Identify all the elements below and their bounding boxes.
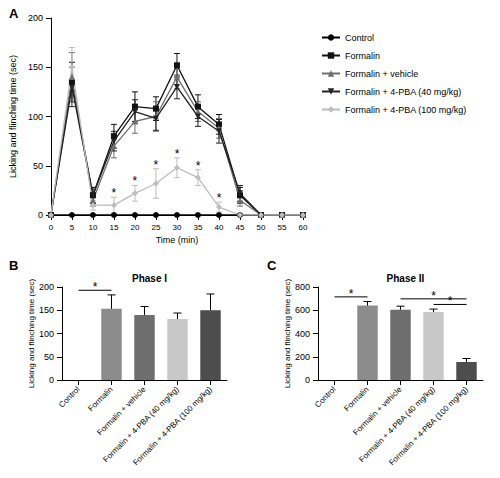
svg-text:Formalin + vehicle: Formalin + vehicle [345,69,418,79]
svg-text:Phase II: Phase II [387,273,425,284]
svg-text:100: 100 [28,112,43,122]
svg-text:55: 55 [278,223,287,232]
svg-text:100: 100 [39,329,54,339]
svg-text:0: 0 [49,223,54,232]
svg-text:B: B [9,258,18,273]
svg-text:Control: Control [57,385,82,410]
svg-text:*: * [133,174,138,188]
svg-text:40: 40 [215,223,224,232]
svg-text:50: 50 [257,223,266,232]
svg-text:45: 45 [236,223,245,232]
svg-text:800: 800 [295,282,310,292]
svg-text:30: 30 [173,223,182,232]
svg-text:C: C [267,258,277,273]
svg-text:Licking and flinching time (se: Licking and flinching time (sec) [283,278,292,388]
svg-text:*: * [196,159,201,173]
svg-text:0: 0 [49,375,54,385]
svg-text:Formalin: Formalin [86,385,114,413]
svg-text:Phase I: Phase I [132,273,167,284]
svg-text:200: 200 [39,282,54,292]
svg-text:A: A [9,6,19,21]
svg-text:25: 25 [151,223,160,232]
svg-text:15: 15 [109,223,118,232]
svg-text:*: * [93,280,98,294]
svg-text:*: * [112,186,117,200]
svg-text:Formalin + 4-PBA (100 mg/kg): Formalin + 4-PBA (100 mg/kg) [131,385,214,468]
svg-text:*: * [448,294,453,308]
svg-text:Time (min): Time (min) [156,235,199,245]
svg-text:10: 10 [88,223,97,232]
svg-text:50: 50 [33,161,43,171]
svg-text:Formalin + 4-PBA (100 mg/kg): Formalin + 4-PBA (100 mg/kg) [387,385,470,468]
svg-text:200: 200 [295,352,310,362]
svg-text:35: 35 [194,223,203,232]
svg-text:Formalin + 4-PBA (40 mg/kg): Formalin + 4-PBA (40 mg/kg) [345,87,461,97]
svg-text:0: 0 [305,375,310,385]
svg-text:600: 600 [295,305,310,315]
svg-text:Control: Control [313,385,338,410]
svg-text:*: * [154,158,159,172]
svg-text:0: 0 [38,210,43,220]
svg-text:Licking and flinching time (se: Licking and flinching time (sec) [27,278,36,388]
svg-text:*: * [217,191,222,205]
svg-text:Formalin: Formalin [342,385,370,413]
svg-text:Formalin + vehicle: Formalin + vehicle [351,384,404,438]
svg-text:*: * [349,287,354,301]
svg-text:200: 200 [28,13,43,23]
svg-text:50: 50 [44,352,54,362]
svg-text:60: 60 [299,223,308,232]
svg-text:400: 400 [295,329,310,339]
svg-text:Formalin + 4-PBA (40 mg/kg): Formalin + 4-PBA (40 mg/kg) [101,384,181,465]
svg-text:Licking and flinching time (se: Licking and flinching time (sec) [8,55,18,178]
svg-text:Formalin + 4-PBA (100 mg/kg): Formalin + 4-PBA (100 mg/kg) [345,105,466,115]
svg-text:*: * [175,147,180,161]
svg-text:Control: Control [345,33,374,43]
svg-text:150: 150 [28,62,43,72]
svg-text:150: 150 [39,305,54,315]
svg-text:*: * [431,289,436,303]
svg-text:20: 20 [130,223,139,232]
svg-text:Formalin + 4-PBA (40 mg/kg): Formalin + 4-PBA (40 mg/kg) [357,384,437,465]
svg-text:Formalin + vehicle: Formalin + vehicle [95,384,148,438]
svg-text:5: 5 [70,223,75,232]
svg-text:Formalin: Formalin [345,51,380,61]
